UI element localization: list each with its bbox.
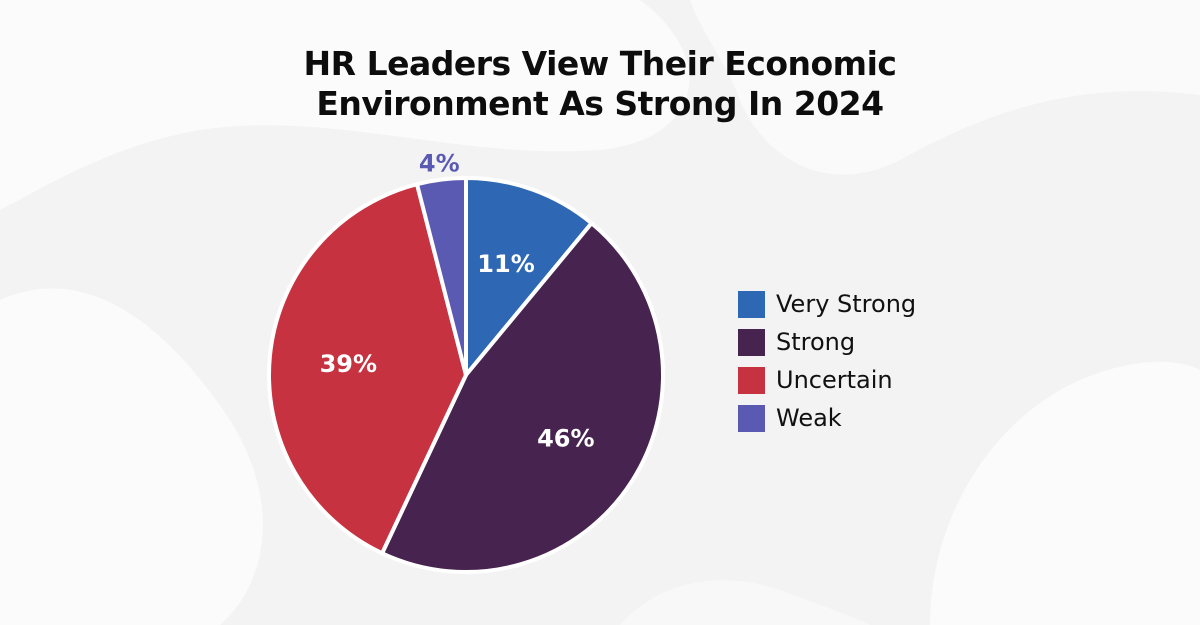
legend-swatch: [738, 366, 765, 394]
pie-slice-weak: [415, 176, 468, 377]
legend-swatch: [738, 290, 765, 318]
pie-slice-uncertain: [267, 182, 468, 556]
data-label-weak: 4%: [419, 150, 460, 178]
pie-slice-strong: [380, 221, 665, 574]
legend-label: Weak: [776, 404, 842, 432]
chart-title-line-1: HR Leaders View Their Economic: [303, 44, 897, 83]
legend-item-weak: Weak: [738, 399, 916, 437]
pie-slices: [267, 176, 665, 574]
legend-item-uncertain: Uncertain: [738, 361, 916, 399]
legend-label: Strong: [776, 328, 856, 356]
data-label-very-strong: 11%: [477, 250, 534, 278]
legend-label: Very Strong: [776, 290, 917, 318]
pie-labels: 11% 46% 39% 4%: [320, 150, 595, 453]
pie-slice-very-strong: [464, 176, 594, 377]
legend-swatch: [738, 328, 765, 356]
data-label-strong: 46%: [537, 424, 594, 452]
legend-item-very-strong: Very Strong: [738, 285, 916, 323]
chart-title-line-2: Environment As Strong In 2024: [316, 84, 884, 123]
chart-title: HR Leaders View Their Economic Environme…: [0, 44, 1200, 124]
data-label-uncertain: 39%: [320, 350, 377, 378]
legend-label: Uncertain: [776, 366, 893, 394]
legend-item-strong: Strong: [738, 323, 916, 361]
legend: Very Strong Strong Uncertain Weak: [738, 285, 916, 437]
legend-swatch: [738, 404, 765, 432]
